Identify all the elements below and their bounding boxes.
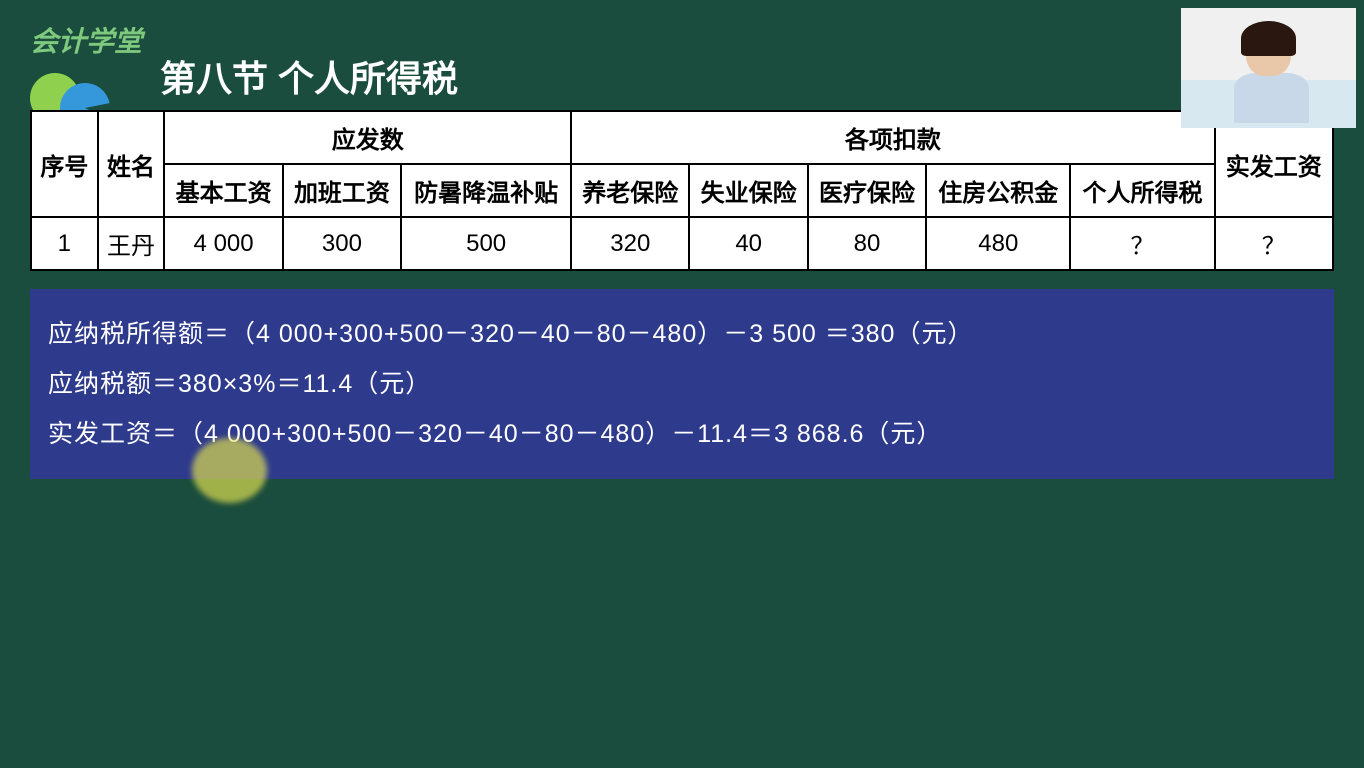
cell-overtime: 300 xyxy=(283,217,401,270)
cell-heat: 500 xyxy=(401,217,571,270)
header-payable-group: 应发数 xyxy=(164,111,571,164)
cell-name: 王丹 xyxy=(98,217,165,270)
salary-table: 序号 姓名 应发数 各项扣款 实发工资 基本工资 加班工资 防暑降温补贴 养老保… xyxy=(30,110,1334,271)
header-overtime: 加班工资 xyxy=(283,164,401,217)
cell-medical: 80 xyxy=(808,217,926,270)
presenter-video xyxy=(1181,8,1356,128)
table-data-row: 1 王丹 4 000 300 500 320 40 80 480 ？ ？ xyxy=(31,217,1333,270)
cell-basic: 4 000 xyxy=(164,217,282,270)
header-name: 姓名 xyxy=(98,111,165,217)
presenter-avatar xyxy=(1234,26,1304,126)
header-basic: 基本工资 xyxy=(164,164,282,217)
calc-line-3: 实发工资＝（4 000+300+500－320－40－80－480）－11.4＝… xyxy=(48,409,1316,459)
cell-pension: 320 xyxy=(571,217,689,270)
cell-housing: 480 xyxy=(926,217,1070,270)
cell-actual: ？ xyxy=(1215,217,1333,270)
header-seq: 序号 xyxy=(31,111,98,217)
header-unemployment: 失业保险 xyxy=(689,164,807,217)
calculation-box: 应纳税所得额＝（4 000+300+500－320－40－80－480）－3 5… xyxy=(30,289,1334,479)
cell-seq: 1 xyxy=(31,217,98,270)
logo-text: 会计学堂 xyxy=(30,20,142,60)
cell-unemployment: 40 xyxy=(689,217,807,270)
header-tax: 个人所得税 xyxy=(1070,164,1214,217)
header-medical: 医疗保险 xyxy=(808,164,926,217)
calc-line-1: 应纳税所得额＝（4 000+300+500－320－40－80－480）－3 5… xyxy=(48,309,1316,359)
calc-line-2: 应纳税额＝380×3%＝11.4（元） xyxy=(48,359,1316,409)
table-header-row-1: 序号 姓名 应发数 各项扣款 实发工资 xyxy=(31,111,1333,164)
header-pension: 养老保险 xyxy=(571,164,689,217)
page-title: 第八节 个人所得税 xyxy=(160,50,458,102)
table-header-row-2: 基本工资 加班工资 防暑降温补贴 养老保险 失业保险 医疗保险 住房公积金 个人… xyxy=(31,164,1333,217)
header-heat: 防暑降温补贴 xyxy=(401,164,571,217)
header-deduction-group: 各项扣款 xyxy=(571,111,1214,164)
content-area: 序号 姓名 应发数 各项扣款 实发工资 基本工资 加班工资 防暑降温补贴 养老保… xyxy=(30,110,1334,479)
header-housing: 住房公积金 xyxy=(926,164,1070,217)
cell-tax: ？ xyxy=(1070,217,1214,270)
